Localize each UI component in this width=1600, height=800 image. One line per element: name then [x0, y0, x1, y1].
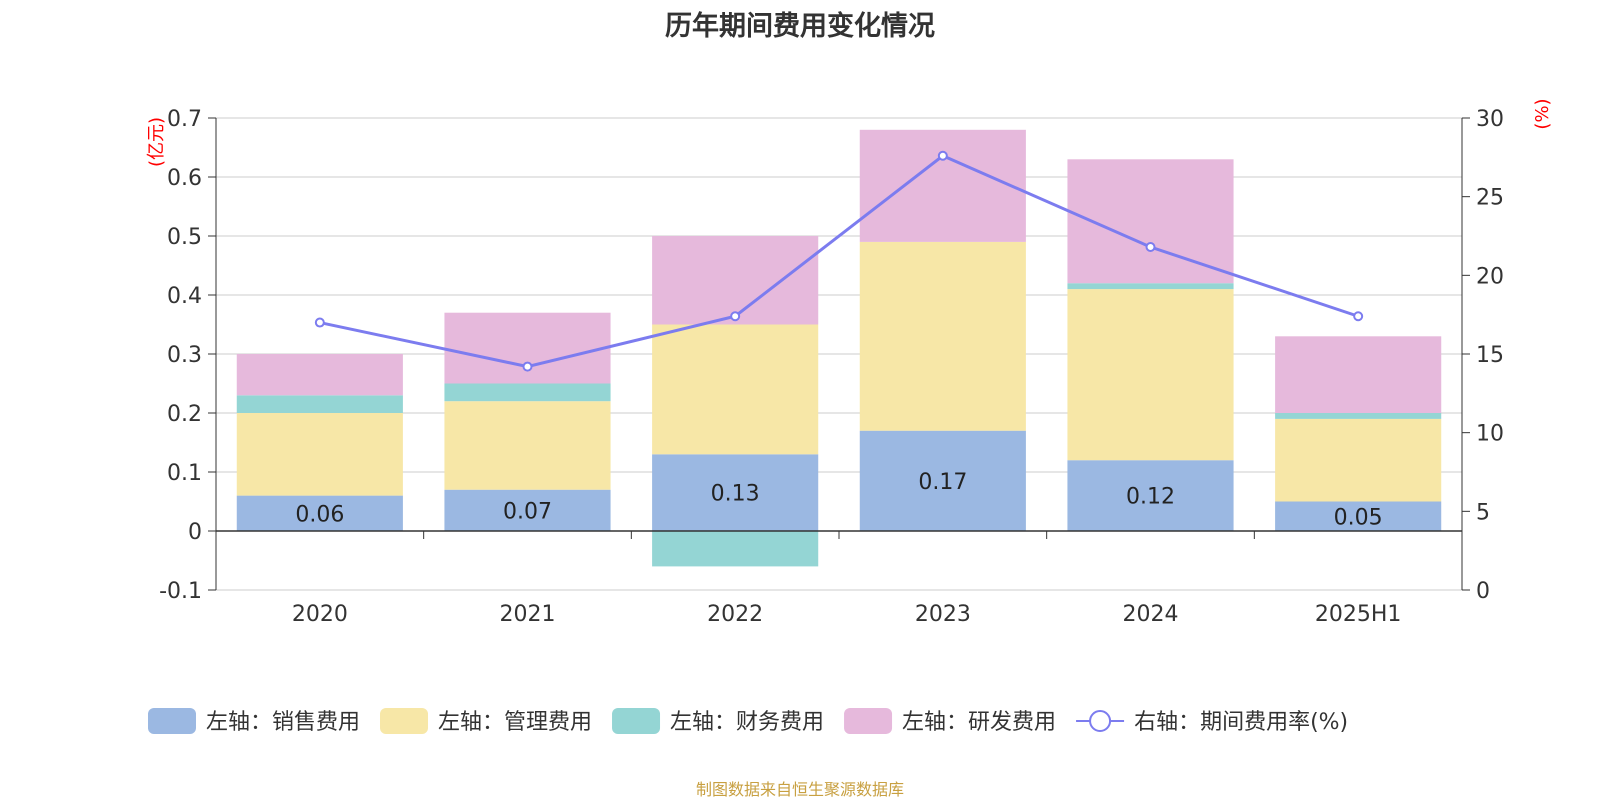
bar-sales: [1275, 501, 1442, 531]
right-tick-label: 10: [1476, 422, 1504, 447]
right-tick-label: 5: [1476, 500, 1490, 525]
bar-admin: [444, 401, 611, 490]
legend-label: 左轴：研发费用: [902, 710, 1056, 735]
bars: [236, 129, 1442, 567]
bar-finance: [236, 395, 403, 413]
rate-point: [314, 317, 325, 328]
bar-sales: [859, 430, 1026, 531]
right-tick-label: 15: [1476, 343, 1504, 368]
bar-admin: [1067, 289, 1234, 461]
bar-finance: [652, 531, 819, 567]
left-tick-label: 0.2: [167, 402, 202, 427]
x-tick-label: 2021: [500, 602, 556, 627]
legend-swatch-sales: [148, 708, 196, 734]
data-label: 0.07: [503, 499, 552, 524]
rate-point: [1353, 311, 1364, 322]
x-tick-label: 2020: [292, 602, 348, 627]
bar-admin: [652, 324, 819, 455]
right-tick-label: 25: [1476, 186, 1504, 211]
x-tick-label: 2025H1: [1315, 602, 1402, 627]
legend-label: 左轴：销售费用: [206, 710, 360, 735]
bar-finance: [444, 383, 611, 402]
data-labels: 0.06 0.07 0.13 0.17 0.12 0.05: [295, 470, 1382, 530]
rate-point: [937, 150, 948, 161]
rate-line-path: [319, 154, 1359, 369]
legend-swatch-rd: [844, 708, 893, 734]
right-tick-label: 0: [1476, 579, 1490, 604]
right-tick-label: 20: [1476, 264, 1504, 289]
bar-finance: [1067, 283, 1234, 290]
legend: 左轴：销售费用 左轴：管理费用 左轴：财务费用 左轴：研发费用 右轴：期间费用率(%): [148, 708, 1348, 735]
data-label: 0.05: [1334, 505, 1383, 530]
bar-sales: [1067, 460, 1234, 531]
chart-title: 历年期间费用变化情况: [665, 11, 935, 42]
legend-label: 左轴：财务费用: [670, 710, 824, 735]
legend-swatch-admin: [380, 708, 429, 734]
rate-point: [730, 311, 741, 322]
legend-label: 右轴：期间费用率(%): [1134, 710, 1348, 735]
data-label: 0.13: [711, 482, 760, 507]
left-axis-unit: (亿元): [146, 117, 167, 167]
bar-sales: [444, 489, 611, 531]
bar-rd: [1275, 336, 1442, 413]
source-note: 制图数据来自恒生聚源数据库: [695, 780, 904, 799]
left-tick-label: 0.4: [167, 284, 202, 309]
left-tick-label: 0.1: [167, 461, 202, 486]
left-tick-label: -0.1: [159, 579, 202, 604]
bar-admin: [1275, 418, 1442, 502]
legend-swatch-finance: [612, 708, 661, 734]
bar-finance: [1275, 413, 1442, 419]
rate-point: [1145, 242, 1156, 253]
axes: 0.7 0.6 0.5 0.4 0.3 0.2 0.1 0 -0.1 30 25 20 15 10 5 0 (亿…: [146, 98, 1553, 627]
bar-sales: [652, 454, 819, 531]
x-tick-label: 2024: [1123, 602, 1179, 627]
bar-rd: [652, 236, 819, 325]
left-tick-label: 0.7: [167, 107, 202, 132]
rate-point: [522, 361, 533, 372]
bar-admin: [236, 413, 403, 496]
legend-line-marker: [1089, 710, 1112, 732]
left-tick-label: 0: [188, 520, 202, 545]
data-label: 0.17: [918, 470, 967, 495]
right-tick-label: 30: [1476, 107, 1504, 132]
bar-rd: [236, 354, 403, 396]
bar-sales: [236, 495, 403, 531]
right-axis-unit: (%): [1532, 98, 1553, 129]
data-label: 0.06: [295, 502, 344, 527]
left-tick-label: 0.3: [167, 343, 202, 368]
bar-admin: [859, 241, 1026, 431]
left-tick-label: 0.5: [167, 225, 202, 250]
left-tick-label: 0.6: [167, 166, 202, 191]
data-label: 0.12: [1126, 485, 1175, 510]
x-tick-label: 2023: [915, 602, 971, 627]
x-tick-label: 2022: [707, 602, 763, 627]
rate-line: [314, 150, 1364, 372]
legend-label: 左轴：管理费用: [438, 710, 592, 735]
bar-rd: [859, 129, 1026, 242]
bar-rd: [444, 312, 611, 384]
